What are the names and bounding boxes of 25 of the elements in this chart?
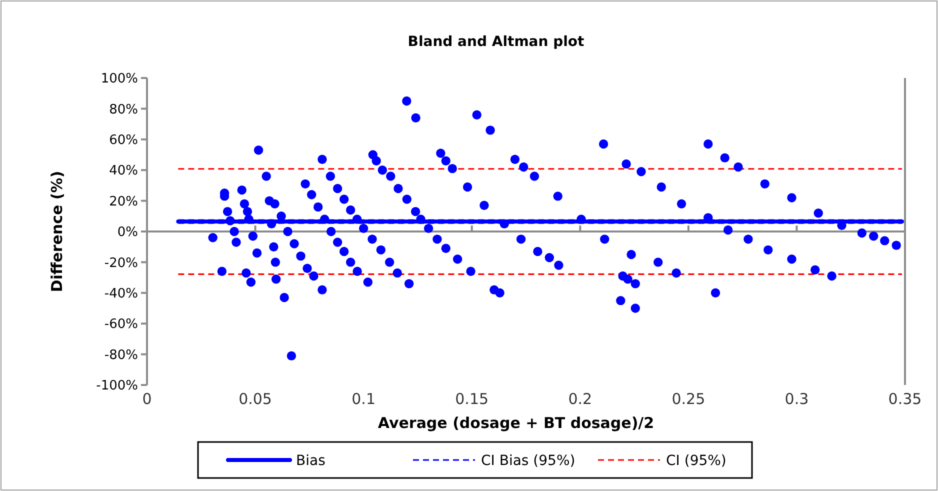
y-tick-label: 20%: [109, 194, 138, 210]
y-tick-label: -20%: [104, 256, 138, 271]
y-tick-label: 100%: [100, 72, 138, 87]
y-tick-label: -80%: [104, 348, 138, 363]
x-tick-label: 0.25: [672, 390, 706, 408]
x-axis-title: Average (dosage + BT dosage)/2: [378, 414, 654, 432]
x-tick-label: 0.05: [238, 390, 272, 408]
x-tick-label: 0.1: [352, 390, 376, 408]
y-axis-title: Difference (%): [48, 170, 66, 292]
x-tick-label: 0.35: [888, 390, 922, 408]
legend-label: CI Bias (95%): [481, 452, 576, 469]
x-tick-label: 0.15: [455, 390, 489, 408]
y-tick-label: 80%: [109, 102, 138, 118]
y-tick-label: 0%: [117, 225, 138, 240]
y-tick-label: -60%: [104, 317, 138, 332]
x-tick-label: 0: [142, 390, 152, 408]
legend-label: Bias: [296, 452, 326, 469]
x-tick-label: 0.3: [784, 390, 809, 408]
legend-label: CI (95%): [666, 452, 726, 469]
chart-title: Bland and Altman plot: [408, 34, 585, 50]
y-tick-label: -40%: [104, 286, 138, 302]
y-tick-label: 60%: [109, 132, 138, 148]
y-tick-label: -100%: [96, 378, 138, 394]
y-tick-label: 40%: [109, 164, 138, 179]
x-tick-label: 0.2: [568, 390, 592, 408]
